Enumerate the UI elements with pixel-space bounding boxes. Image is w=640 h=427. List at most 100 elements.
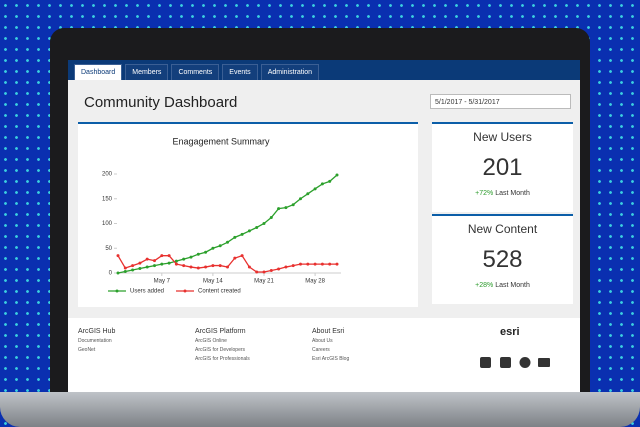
nav-tab[interactable]: Comments <box>171 64 220 80</box>
footer-column: About Esri About Us Careers Esri ArcGIS Blo… <box>312 328 349 365</box>
point <box>189 255 193 259</box>
stat-card: New Content 528 +28% Last Month <box>432 214 573 304</box>
point <box>218 264 222 268</box>
x-tick-label: May 14 <box>203 279 223 285</box>
footer: esri ArcGIS Hub Documentation GeoNet ArcGIS… <box>68 318 580 392</box>
point <box>306 262 310 266</box>
stat-change: +28% Last Month <box>432 282 573 289</box>
point <box>299 262 302 266</box>
point <box>167 254 171 258</box>
footer-link[interactable]: Careers <box>312 347 330 353</box>
point <box>306 192 310 196</box>
point <box>182 257 186 261</box>
point <box>160 262 164 266</box>
point <box>116 271 120 275</box>
change: +28% <box>475 282 494 289</box>
point <box>211 246 215 250</box>
nav-tab[interactable]: Administration <box>260 64 320 80</box>
point <box>320 262 324 266</box>
footer-link[interactable]: Esri ArcGIS Blog <box>312 356 350 362</box>
point <box>335 173 339 177</box>
point <box>284 206 288 210</box>
point <box>182 264 186 268</box>
footer-heading: ArcGIS Hub <box>78 328 116 335</box>
point <box>131 268 135 272</box>
point <box>153 264 156 268</box>
stat-title: New Content <box>467 222 538 236</box>
point <box>204 265 208 269</box>
point <box>328 179 332 183</box>
brand-logo[interactable]: esri <box>500 326 520 338</box>
stat-card: New Users 201 +72% Last Month <box>432 122 573 212</box>
x-tick-label: May 28 <box>305 279 325 285</box>
point <box>247 265 251 269</box>
point <box>291 264 295 268</box>
point <box>226 240 229 244</box>
y-tick-label: 0 <box>109 271 113 277</box>
icon[interactable] <box>480 357 491 368</box>
period: Last Month <box>495 190 530 197</box>
footer-link[interactable]: About Us <box>312 338 333 344</box>
legend-label: Users added <box>130 289 164 295</box>
point <box>189 265 193 269</box>
series-line <box>117 174 338 274</box>
footer-link[interactable]: ArcGIS for Developers <box>195 347 246 353</box>
y-tick-label: 200 <box>102 172 113 178</box>
period: Last Month <box>495 282 530 289</box>
footer-link[interactable]: ArcGIS for Professionals <box>195 356 250 362</box>
social-icons <box>480 357 550 368</box>
change: +72% <box>475 190 494 197</box>
point <box>284 265 288 269</box>
stat-title: New Users <box>473 130 532 144</box>
point <box>233 256 237 260</box>
nav-tab[interactable]: Events <box>222 64 258 80</box>
point <box>160 254 164 258</box>
date-range-select[interactable]: 5/1/2017 - 5/31/2017 <box>430 94 571 109</box>
icon[interactable] <box>538 358 550 367</box>
point <box>328 262 332 266</box>
footer-link[interactable]: Documentation <box>78 338 112 344</box>
footer-heading: About Esri <box>312 328 345 335</box>
nav-bar: Dashboard Members Comments Events Administra… <box>68 60 580 80</box>
point <box>218 244 222 248</box>
point <box>269 216 273 220</box>
point <box>262 270 266 274</box>
point <box>255 270 259 274</box>
point <box>299 197 302 201</box>
footer-heading: ArcGIS Platform <box>195 328 246 335</box>
footer-link[interactable]: ArcGIS Online <box>195 338 227 344</box>
legend-marker <box>183 289 187 293</box>
icon[interactable] <box>519 357 531 368</box>
point <box>226 265 229 269</box>
point <box>174 262 178 266</box>
screen: Dashboard Members Comments Events Administra… <box>68 60 580 392</box>
point <box>174 259 178 263</box>
point <box>138 261 142 265</box>
point <box>313 262 317 266</box>
y-tick-label: 50 <box>105 246 112 252</box>
chart-panel: Enagagement Summary 0 50 100 150 200 May 7 May… <box>78 122 418 307</box>
chart-title: Enagagement Summary <box>172 136 270 146</box>
laptop-base <box>0 392 640 427</box>
point <box>153 259 156 263</box>
x-tick-label: May 7 <box>154 279 171 285</box>
nav-tab[interactable]: Members <box>125 64 169 80</box>
point <box>116 254 120 258</box>
nav-tab[interactable]: Dashboard <box>74 64 123 80</box>
point <box>123 270 127 274</box>
point <box>262 222 266 225</box>
point <box>196 252 200 256</box>
point <box>204 250 208 254</box>
point <box>167 261 171 265</box>
footer-link[interactable]: GeoNet <box>78 347 96 353</box>
icon[interactable] <box>500 357 511 368</box>
point <box>131 264 135 268</box>
stat-change: +72% Last Month <box>432 190 573 197</box>
chart: Enagagement Summary 0 50 100 150 200 May 7 May… <box>102 136 341 295</box>
point <box>138 267 142 271</box>
point <box>123 266 127 270</box>
point <box>320 182 324 186</box>
point <box>196 266 200 270</box>
stat-value: 201 <box>482 154 523 181</box>
